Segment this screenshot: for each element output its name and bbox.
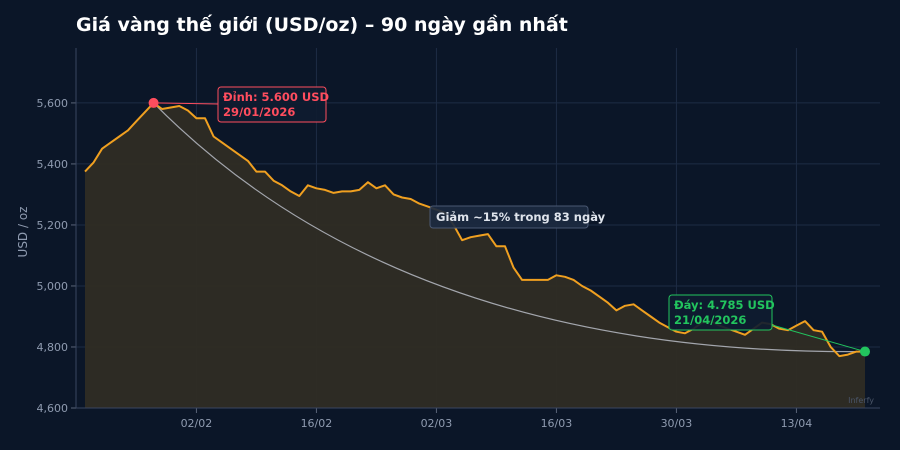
peak-connector — [153, 102, 219, 105]
x-tick-label: 30/03 — [661, 417, 693, 430]
y-tick-label: 5,000 — [37, 280, 69, 293]
trend-curve — [153, 102, 866, 353]
y-tick-label: 4,600 — [37, 402, 69, 415]
trough-connector — [771, 324, 866, 353]
y-tick-label: 5,400 — [37, 158, 69, 171]
trough-marker — [860, 346, 870, 357]
x-tick-label: 13/04 — [781, 417, 813, 430]
y-tick-label: 5,600 — [37, 97, 69, 110]
axes: 4,600 4,800 5,000 5,200 5,400 5,600 02/02 16/02… — [37, 48, 880, 430]
x-tick-label: 02/03 — [421, 417, 453, 430]
peak-annotation-label-1: Đỉnh: 5.600 USD — [223, 90, 329, 104]
x-tick-label: 02/02 — [181, 417, 213, 430]
price-area-fill — [85, 102, 865, 409]
peak-annotation-box — [217, 86, 327, 123]
trend-label: Giảm ~15% trong 83 ngày — [436, 210, 606, 224]
watermark: Inferfy — [848, 396, 874, 405]
y-tick-label: 4,800 — [37, 341, 69, 354]
trough-annotation-label-1: Đáy: 4.785 USD — [674, 298, 775, 312]
peak-marker — [148, 97, 159, 108]
x-tick-label: 16/02 — [301, 417, 333, 430]
y-axis-title: USD / oz — [16, 207, 30, 258]
trough-annotation-box — [668, 294, 773, 331]
area-fill-layer — [85, 102, 865, 409]
peak-annotation-label-2: 29/01/2026 — [223, 105, 295, 119]
chart-title: Giá vàng thế giới (USD/oz) – 90 ngày gần… — [76, 14, 568, 36]
trough-annotation-label-2: 21/04/2026 — [674, 313, 746, 327]
x-tick-label: 16/03 — [541, 417, 573, 430]
trend-curve-layer — [153, 102, 866, 353]
price-line-layer — [84, 101, 865, 358]
y-tick-label: 5,200 — [37, 219, 69, 232]
trend-label-box — [429, 205, 589, 229]
price-line — [84, 101, 865, 358]
